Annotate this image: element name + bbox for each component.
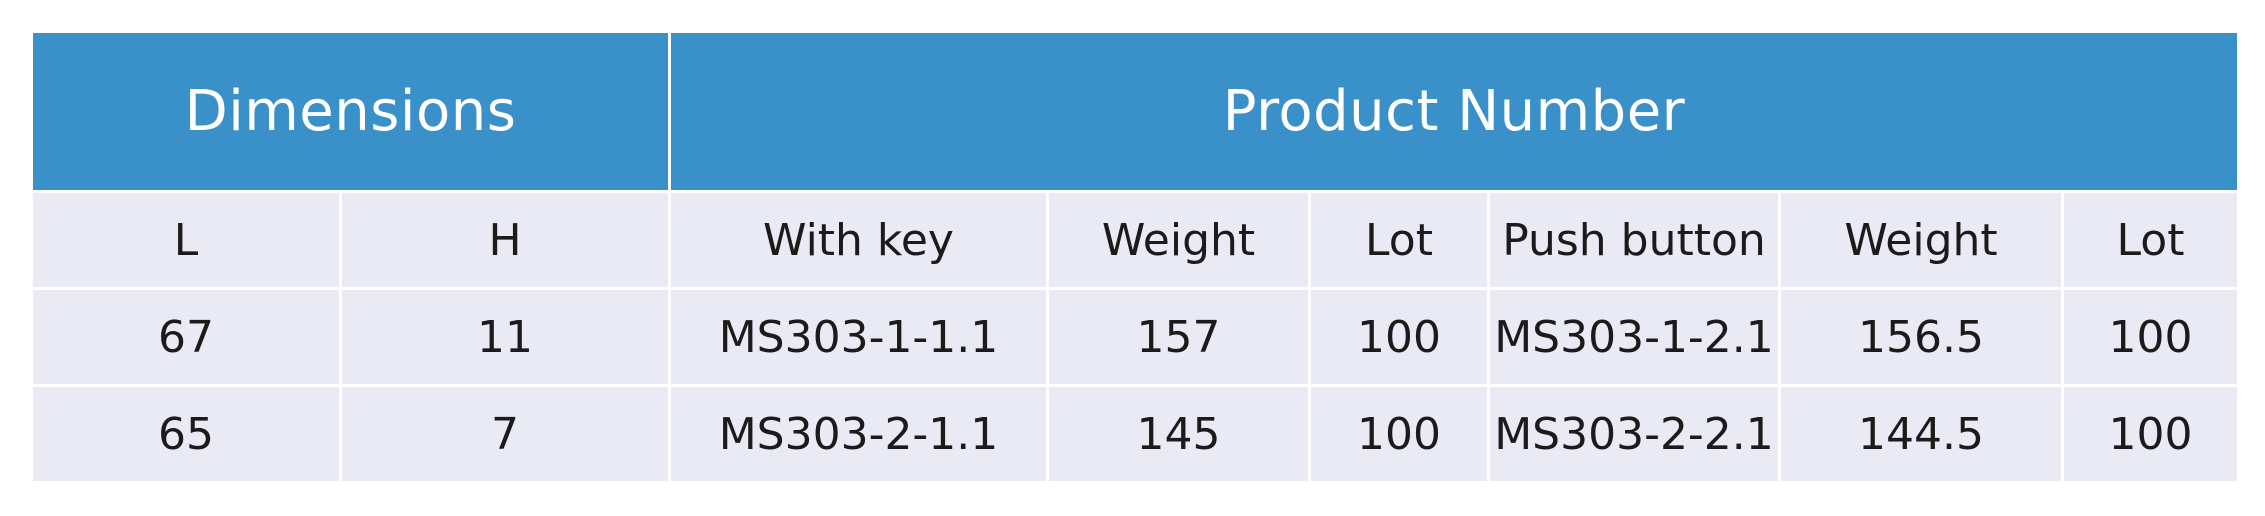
subheader-cell-weight-push: Weight xyxy=(1781,193,2061,287)
table-cell: MS303-1-1.1 xyxy=(671,290,1046,384)
subheader-cell-with-key: With key xyxy=(671,193,1046,287)
table-cell: 65 xyxy=(33,387,339,481)
table-cell: 67 xyxy=(33,290,339,384)
subheader-cell-l: L xyxy=(33,193,339,287)
table-cell: 145 xyxy=(1049,387,1308,481)
table-cell: 100 xyxy=(1311,387,1487,481)
subheader-cell-lot-push: Lot xyxy=(2064,193,2237,287)
table-cell: 11 xyxy=(342,290,668,384)
table-cell: 144.5 xyxy=(1781,387,2061,481)
table-cell: 100 xyxy=(2064,290,2237,384)
header-cell-product-number: Product Number xyxy=(671,33,2237,190)
table-cell: 7 xyxy=(342,387,668,481)
table-cell: MS303-2-2.1 xyxy=(1490,387,1778,481)
table-cell: 157 xyxy=(1049,290,1308,384)
table-cell: MS303-1-2.1 xyxy=(1490,290,1778,384)
table-cell: 156.5 xyxy=(1781,290,2061,384)
subheader-cell-h: H xyxy=(342,193,668,287)
product-spec-table: Dimensions Product Number L H With key W… xyxy=(33,33,2237,481)
table-cell: MS303-2-1.1 xyxy=(671,387,1046,481)
subheader-cell-lot-key: Lot xyxy=(1311,193,1487,287)
table-cell: 100 xyxy=(1311,290,1487,384)
subheader-cell-push-button: Push button xyxy=(1490,193,1778,287)
subheader-cell-weight-key: Weight xyxy=(1049,193,1308,287)
table-cell: 100 xyxy=(2064,387,2237,481)
header-cell-dimensions: Dimensions xyxy=(33,33,668,190)
